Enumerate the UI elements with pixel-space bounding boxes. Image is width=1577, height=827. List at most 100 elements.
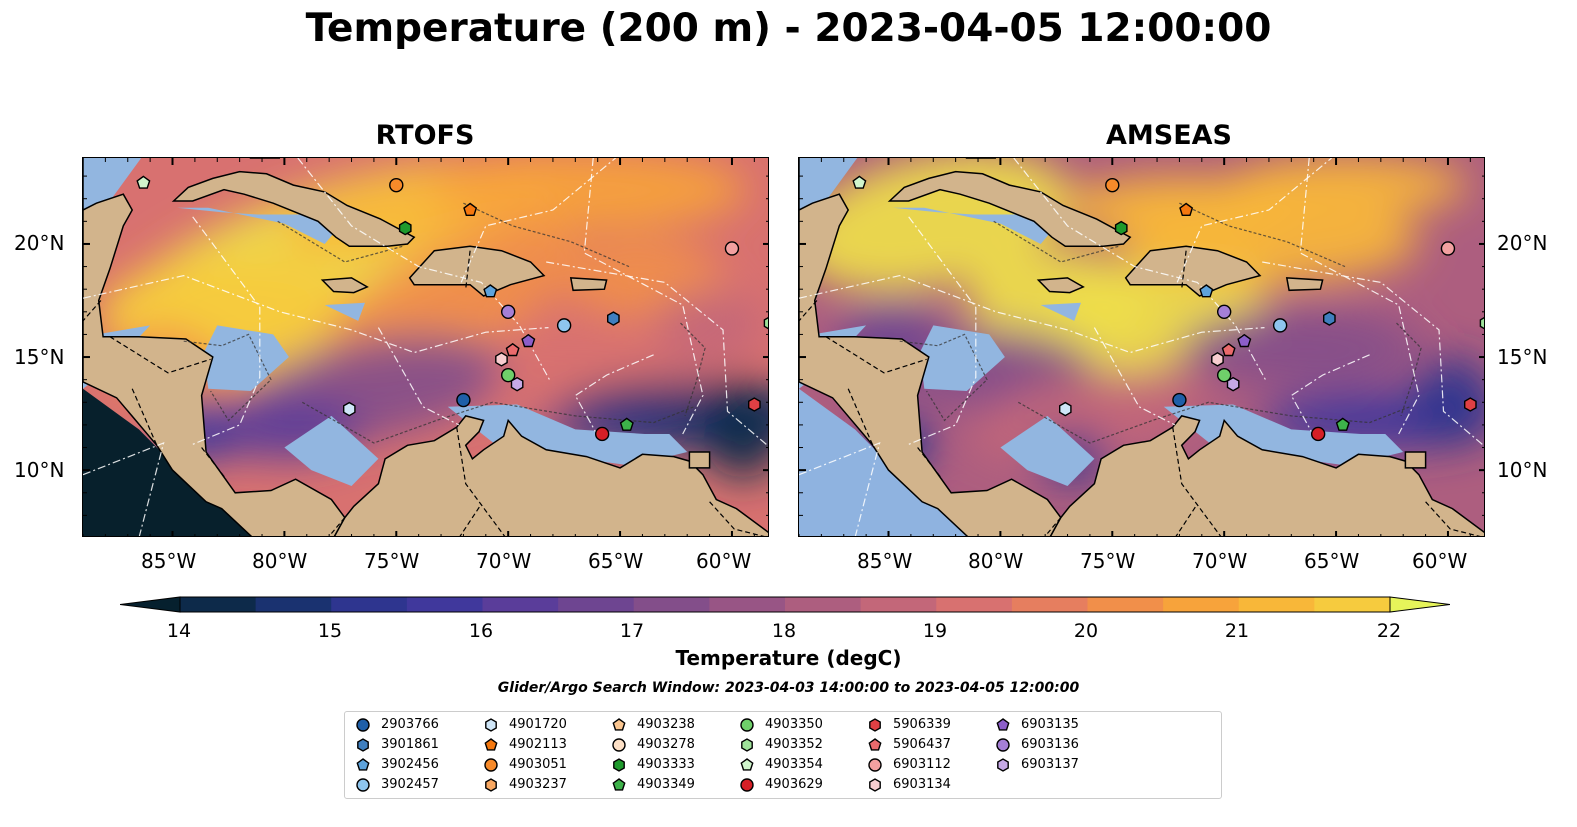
amseas-svg (799, 158, 1485, 536)
float-marker-5906339[interactable] (1464, 397, 1477, 412)
float-marker-4902113[interactable] (1179, 202, 1194, 216)
float-marker-4903051[interactable] (389, 177, 404, 193)
legend-label: 4903238 (637, 717, 695, 732)
eez-boundary (799, 274, 1265, 354)
legend-entry: 2903766 (355, 715, 439, 735)
map-panel-rtofs[interactable] (82, 157, 769, 537)
depth-contour (1018, 401, 1411, 444)
land-cuba (887, 170, 1132, 247)
shelf-mask (893, 207, 1055, 244)
float-marker-2903766[interactable] (456, 392, 471, 408)
float-marker-6903134[interactable] (495, 351, 508, 367)
eez-boundary (906, 216, 977, 446)
legend-label: 2903766 (381, 717, 439, 732)
map-panel-amseas[interactable] (798, 157, 1485, 537)
float-marker-5906437[interactable] (505, 342, 520, 357)
float-marker-6903136[interactable] (500, 304, 516, 320)
float-marker-4903350[interactable] (1216, 367, 1232, 383)
land-cuba (171, 170, 416, 247)
shelf-mask (177, 207, 339, 244)
float-marker-4903352[interactable] (763, 316, 769, 330)
float-marker-4903333[interactable] (1114, 220, 1128, 236)
legend-entry: 6903134 (867, 775, 951, 795)
land-central-america (83, 158, 346, 536)
float-marker-3901861[interactable] (607, 311, 620, 326)
float-marker-4903354[interactable] (852, 175, 867, 189)
float-marker-2903766[interactable] (1172, 392, 1187, 408)
land-hispaniola (408, 245, 546, 297)
float-marker-4903629[interactable] (1310, 426, 1326, 442)
graticule-ticks (799, 158, 1484, 536)
colorbar-segment (482, 597, 559, 612)
float-marker-4903350[interactable] (500, 367, 516, 383)
pentagon-marker-icon (996, 718, 1010, 731)
x-tick-label: 70°W (1192, 549, 1248, 573)
float-marker-4903629[interactable] (594, 426, 610, 442)
country-border (109, 336, 211, 374)
x-tick-label: 65°W (588, 549, 644, 573)
eez-boundary (83, 442, 165, 536)
colorbar-segment (1238, 597, 1315, 612)
float-marker-4902113[interactable] (463, 202, 478, 216)
hexagon-marker-icon (869, 718, 881, 732)
legend-entry: 3901861 (355, 735, 439, 755)
country-border (799, 300, 818, 322)
country-border (1172, 427, 1222, 536)
eez-boundary (190, 216, 261, 446)
float-marker-3902457[interactable] (1272, 318, 1288, 333)
float-marker-3902457[interactable] (556, 318, 572, 333)
float-marker-4901720[interactable] (343, 401, 356, 417)
legend-entry: 3902456 (355, 755, 439, 775)
land-central-america (799, 158, 1062, 536)
country-border (465, 250, 471, 290)
circle-marker-icon (356, 778, 370, 792)
depth-contour (302, 401, 695, 444)
legend-entry: 4903350 (739, 715, 823, 735)
float-marker-6903112[interactable] (724, 241, 740, 256)
depth-contour (1396, 322, 1422, 417)
float-marker-4903352[interactable] (1479, 316, 1485, 330)
legend-label: 6903112 (893, 757, 951, 772)
float-marker-5906339[interactable] (748, 397, 761, 412)
float-marker-4901720[interactable] (1059, 401, 1072, 417)
legend-entry: 4902113 (483, 735, 567, 755)
float-marker-6903136[interactable] (1216, 304, 1232, 320)
depth-contour (463, 202, 630, 268)
depth-contour (1179, 202, 1346, 268)
colorbar-segment (558, 597, 635, 612)
float-marker-4903354[interactable] (136, 175, 151, 189)
float-marker-4903333[interactable] (398, 220, 412, 236)
eez-boundary (574, 354, 654, 432)
float-marker-6903137[interactable] (510, 376, 524, 392)
legend-entry: 6903135 (995, 715, 1079, 735)
legend-entry: 4903237 (483, 775, 567, 795)
float-marker-6903112[interactable] (1440, 241, 1456, 256)
float-marker-6903135[interactable] (1237, 333, 1252, 348)
float-marker-4903349[interactable] (619, 417, 634, 431)
x-tick-label: 70°W (476, 549, 532, 573)
colorbar-tick-label: 22 (1376, 620, 1402, 642)
float-marker-5906437[interactable] (1221, 342, 1236, 357)
float-marker-3901861[interactable] (1323, 311, 1336, 326)
float-marker-6903134[interactable] (1211, 351, 1224, 367)
float-marker-6903135[interactable] (521, 333, 536, 348)
eez-boundary (1290, 354, 1370, 432)
land-jamaica (320, 277, 369, 294)
pacific-region (83, 388, 270, 536)
float-marker-4903051[interactable] (1105, 177, 1120, 193)
x-tick-label: 75°W (364, 549, 420, 573)
float-marker-3902456[interactable] (483, 284, 498, 298)
land-puerto-rico (569, 277, 608, 292)
land-south-america (1049, 415, 1484, 536)
panel-title-amseas: AMSEAS (1106, 120, 1232, 151)
float-marker-3902456[interactable] (1199, 284, 1214, 298)
colorbar-segment (633, 597, 710, 612)
legend-entry: 5906437 (867, 735, 951, 755)
float-marker-6903137[interactable] (1226, 376, 1240, 392)
eez-boundary (546, 261, 768, 447)
temperature-anomaly (426, 158, 747, 230)
country-border (1046, 517, 1062, 534)
legend-label: 5906339 (893, 717, 951, 732)
colorbar-segment (406, 597, 483, 612)
float-marker-4903349[interactable] (1335, 417, 1350, 431)
